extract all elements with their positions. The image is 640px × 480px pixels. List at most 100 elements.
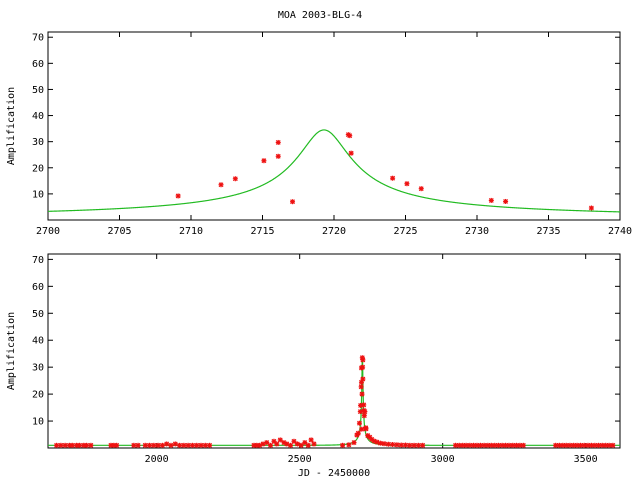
bottom-data-point xyxy=(62,442,68,448)
bottom-data-point xyxy=(381,441,387,447)
top-x-tick-label: 2710 xyxy=(179,226,203,237)
bottom-data-point xyxy=(385,441,391,447)
bottom-data-point xyxy=(58,442,64,448)
bottom-y-tick-label: 40 xyxy=(32,336,44,347)
bottom-data-point xyxy=(371,438,377,444)
bottom-data-point xyxy=(581,442,587,448)
bottom-x-tick-label: 3500 xyxy=(574,454,598,465)
bottom-y-axis-label: Amplification xyxy=(6,312,17,390)
bottom-data-point xyxy=(411,442,417,448)
top-x-tick-label: 2735 xyxy=(536,226,560,237)
bottom-data-point xyxy=(151,442,157,448)
bottom-data-point xyxy=(361,402,367,408)
top-data-point xyxy=(175,193,181,199)
bottom-data-point xyxy=(274,441,280,447)
bottom-data-point xyxy=(54,442,60,448)
bottom-data-point xyxy=(264,440,270,446)
bottom-data-point xyxy=(463,442,469,448)
top-data-point xyxy=(275,139,281,145)
top-data-point xyxy=(290,199,296,205)
top-y-tick-label: 50 xyxy=(32,85,44,96)
bottom-data-point xyxy=(177,442,183,448)
bottom-data-point xyxy=(202,442,208,448)
top-data-point xyxy=(418,186,424,192)
bottom-model-curve xyxy=(48,359,620,446)
bottom-data-point xyxy=(398,442,404,448)
bottom-data-point xyxy=(357,409,363,415)
bottom-data-point xyxy=(390,441,396,447)
top-x-tick-label: 2715 xyxy=(250,226,274,237)
bottom-data-point xyxy=(340,442,346,448)
bottom-y-tick-label: 60 xyxy=(32,282,44,293)
bottom-data-point xyxy=(288,442,294,448)
bottom-data-point xyxy=(277,437,283,443)
bottom-data-point xyxy=(351,440,357,446)
bottom-data-point xyxy=(377,440,383,446)
bottom-data-point xyxy=(185,442,191,448)
bottom-x-tick-label: 3000 xyxy=(431,454,455,465)
bottom-data-point xyxy=(189,442,195,448)
bottom-data-point xyxy=(520,442,526,448)
top-y-tick-label: 10 xyxy=(32,189,44,200)
bottom-data-point xyxy=(359,391,365,397)
bottom-x-tick-label: 2500 xyxy=(288,454,312,465)
bottom-data-point xyxy=(453,442,459,448)
bottom-axes: 2000 2500 3000 3500 10 20 30 40 50 60 70 xyxy=(32,254,620,465)
bottom-panel: Amplification JD - 2450000 2000 2500 3000 3… xyxy=(6,253,621,479)
top-data-points xyxy=(175,132,594,211)
top-data-point xyxy=(404,181,410,187)
bottom-data-point xyxy=(360,376,366,382)
top-model-line xyxy=(47,129,621,213)
top-x-tick-label: 2705 xyxy=(107,226,131,237)
top-panel: Amplification 2700 2705 2710 2715 2720 2725 27… xyxy=(6,31,632,237)
x-axis-label: JD - 2450000 xyxy=(298,468,370,479)
bottom-data-point xyxy=(135,442,141,448)
top-plot-frame xyxy=(47,31,621,221)
top-y-tick-label: 40 xyxy=(32,111,44,122)
bottom-y-tick-label: 30 xyxy=(32,363,44,374)
top-x-tick-label: 2740 xyxy=(608,226,632,237)
top-data-point xyxy=(348,150,354,156)
bottom-data-point xyxy=(346,442,352,448)
top-model-curve xyxy=(47,129,621,213)
bottom-data-point xyxy=(362,409,368,415)
chart-title: MOA 2003-BLG-4 xyxy=(278,10,362,21)
bottom-data-point xyxy=(88,442,94,448)
top-data-point xyxy=(588,205,594,211)
bottom-data-point xyxy=(84,442,90,448)
top-data-point xyxy=(275,153,281,159)
bottom-data-point xyxy=(407,442,413,448)
bottom-data-point xyxy=(481,442,487,448)
top-x-tick-label: 2730 xyxy=(465,226,489,237)
bottom-data-point xyxy=(420,442,426,448)
top-data-point xyxy=(488,197,494,203)
top-y-axis-label: Amplification xyxy=(6,87,17,165)
top-data-point xyxy=(390,175,396,181)
bottom-data-point xyxy=(181,442,187,448)
bottom-data-point xyxy=(172,441,178,447)
bottom-data-point xyxy=(363,426,369,432)
bottom-y-tick-label: 70 xyxy=(32,255,44,266)
bottom-y-tick-label: 20 xyxy=(32,390,44,401)
bottom-data-point xyxy=(207,442,213,448)
bottom-plot-frame xyxy=(47,253,621,449)
bottom-model-line xyxy=(48,359,620,446)
top-data-point xyxy=(232,176,238,182)
top-data-point xyxy=(218,182,224,188)
bottom-data-point xyxy=(194,442,200,448)
bottom-data-point xyxy=(76,442,82,448)
bottom-x-tick-label: 2000 xyxy=(145,454,169,465)
bottom-data-point xyxy=(360,357,366,363)
top-y-tick-label: 60 xyxy=(32,59,44,70)
bottom-data-point xyxy=(477,442,483,448)
bottom-data-point xyxy=(268,442,274,448)
bottom-data-point xyxy=(168,442,174,448)
top-x-tick-label: 2720 xyxy=(322,226,346,237)
bottom-data-point xyxy=(394,442,400,448)
bottom-data-point xyxy=(355,430,361,436)
bottom-data-point xyxy=(159,442,165,448)
top-y-tick-label: 30 xyxy=(32,137,44,148)
bottom-data-point xyxy=(358,384,364,390)
top-data-point xyxy=(503,198,509,204)
